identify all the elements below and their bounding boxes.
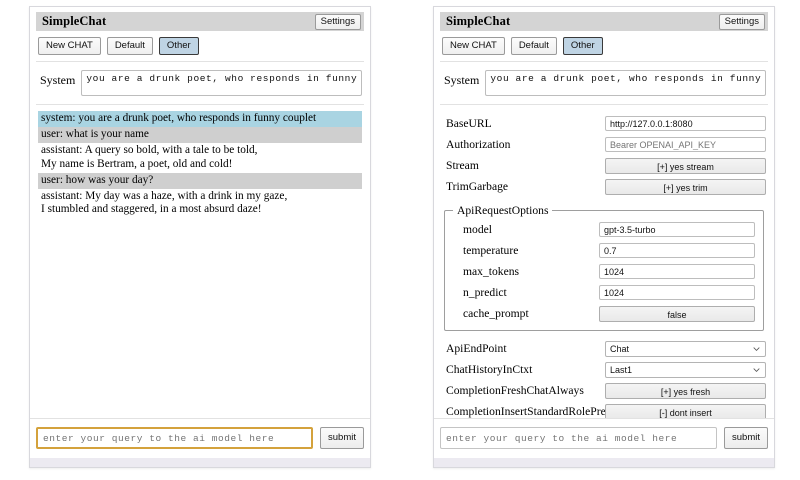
api-endpoint-value: Chat <box>610 343 630 354</box>
system-prompt-row-chat: System <box>36 68 364 104</box>
n-predict-input[interactable] <box>599 285 755 300</box>
tab-default[interactable]: Default <box>510 37 557 55</box>
trim-garbage-toggle-button[interactable]: [+] yes trim <box>605 178 766 195</box>
system-prompt-input[interactable] <box>485 70 766 96</box>
setting-row-trim-garbage: TrimGarbage [+] yes trim <box>442 176 766 197</box>
tab-other[interactable]: Other <box>562 37 603 55</box>
completion-fresh-chat-always-toggle-button[interactable]: [+] yes fresh <box>605 382 766 399</box>
stream-label: Stream <box>446 159 479 172</box>
stream-toggle-button[interactable]: [+] yes stream <box>605 157 766 174</box>
settings-list: BaseURL Authorization Stream [+] yes str… <box>440 111 768 418</box>
tabbar-settings: New CHAT Default Other <box>440 31 768 61</box>
system-prompt-row-settings: System <box>440 68 768 104</box>
chat-history-in-ctxt-value: Last1 <box>610 364 633 375</box>
settings-button[interactable]: Settings <box>718 13 765 30</box>
system-prompt-label: System <box>444 73 480 87</box>
system-prompt-input[interactable] <box>81 70 362 96</box>
cache-prompt-toggle-button[interactable]: false <box>599 305 755 322</box>
chat-message-user: user: what is your name <box>38 127 362 144</box>
authorization-label: Authorization <box>446 138 511 151</box>
divider-top-chat <box>36 61 364 62</box>
chat-panel-body: SimpleChat Settings New CHAT Default Oth… <box>30 7 370 418</box>
setting-row-stream: Stream [+] yes stream <box>442 155 766 176</box>
settings-panel: SimpleChat Settings New CHAT Default Oth… <box>433 6 775 468</box>
settings-panel-body: SimpleChat Settings New CHAT Default Oth… <box>434 7 774 418</box>
setting-row-completion-fresh-chat-always: CompletionFreshChatAlways [+] yes fresh <box>442 380 766 401</box>
base-url-input[interactable] <box>605 116 766 131</box>
query-bar-chat: submit <box>30 418 370 458</box>
query-input[interactable] <box>36 427 314 449</box>
setting-row-cache-prompt: cache_prompt false <box>453 303 755 324</box>
chat-history-in-ctxt-select[interactable]: Last1 <box>605 361 766 378</box>
chat-message-system: system: you are a drunk poet, who respon… <box>38 111 362 128</box>
base-url-label: BaseURL <box>446 117 492 130</box>
tabbar-chat: New CHAT Default Other <box>36 31 364 61</box>
submit-button[interactable]: submit <box>320 427 364 449</box>
query-input[interactable] <box>440 427 718 449</box>
divider-below-system-chat <box>36 104 364 105</box>
completion-fresh-chat-always-label: CompletionFreshChatAlways <box>446 384 584 397</box>
completion-insert-standard-role-prefix-toggle-button[interactable]: [-] dont insert <box>605 403 766 418</box>
tab-new-chat[interactable]: New CHAT <box>38 37 101 55</box>
panel-footer-chat <box>30 458 370 467</box>
max-tokens-label: max_tokens <box>463 265 520 278</box>
temperature-label: temperature <box>463 244 519 257</box>
query-bar-settings: submit <box>434 418 774 458</box>
settings-button[interactable]: Settings <box>314 13 361 30</box>
chat-message-assistant: assistant: A query so bold, with a tale … <box>41 144 258 170</box>
model-input[interactable] <box>599 222 755 237</box>
chat-message-assistant: assistant: My day was a haze, with a dri… <box>41 190 288 216</box>
divider-top-settings <box>440 61 768 62</box>
api-request-options-legend: ApiRequestOptions <box>457 204 549 217</box>
setting-row-temperature: temperature <box>453 240 755 261</box>
chat-message-user: user: how was your day? <box>38 172 362 190</box>
setting-row-chat-history-in-ctxt: ChatHistoryInCtxt Last1 <box>442 359 766 380</box>
tab-other[interactable]: Other <box>158 37 199 55</box>
completion-insert-standard-role-prefix-label: CompletionInsertStandardRolePrefix <box>446 405 619 418</box>
system-prompt-label: System <box>40 73 76 87</box>
submit-button[interactable]: submit <box>724 427 768 449</box>
setting-row-model: model <box>453 219 755 240</box>
app-title: SimpleChat <box>446 14 511 28</box>
panel-footer-settings <box>434 458 774 467</box>
setting-row-n-predict: n_predict <box>453 282 755 303</box>
api-endpoint-label: ApiEndPoint <box>446 342 507 355</box>
temperature-input[interactable] <box>599 243 755 258</box>
chat-history-in-ctxt-label: ChatHistoryInCtxt <box>446 363 533 376</box>
cache-prompt-label: cache_prompt <box>463 307 529 320</box>
chevron-down-icon <box>753 367 760 372</box>
titlebar-settings: SimpleChat Settings <box>440 12 768 31</box>
trim-garbage-label: TrimGarbage <box>446 180 509 193</box>
model-label: model <box>463 223 492 236</box>
tab-default[interactable]: Default <box>106 37 153 55</box>
setting-row-completion-insert-standard-role-prefix: CompletionInsertStandardRolePrefix [-] d… <box>442 401 766 418</box>
tab-new-chat[interactable]: New CHAT <box>442 37 505 55</box>
setting-row-max-tokens: max_tokens <box>453 261 755 282</box>
app-title: SimpleChat <box>42 14 107 28</box>
chevron-down-icon <box>753 346 760 351</box>
titlebar-chat: SimpleChat Settings <box>36 12 364 31</box>
setting-row-base-url: BaseURL <box>442 113 766 134</box>
authorization-input[interactable] <box>605 137 766 152</box>
api-request-options-group: ApiRequestOptions model temperature max_… <box>444 204 764 331</box>
setting-row-authorization: Authorization <box>442 134 766 155</box>
divider-below-system-settings <box>440 104 768 105</box>
api-endpoint-select[interactable]: Chat <box>605 340 766 357</box>
chat-message-list: system: you are a drunk poet, who respon… <box>36 111 364 418</box>
max-tokens-input[interactable] <box>599 264 755 279</box>
n-predict-label: n_predict <box>463 286 507 299</box>
chat-panel: SimpleChat Settings New CHAT Default Oth… <box>29 6 371 468</box>
setting-row-api-endpoint: ApiEndPoint Chat <box>442 338 766 359</box>
